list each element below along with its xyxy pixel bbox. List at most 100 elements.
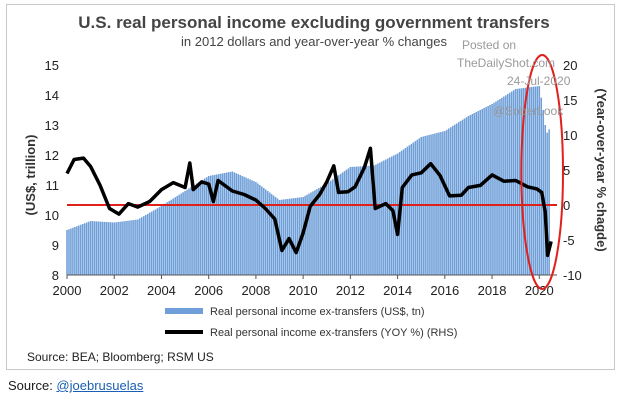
x-tick-label: 2004 [147,283,176,298]
income-bar [264,189,267,275]
income-bar [270,194,273,275]
yoy-line [65,146,553,258]
income-bar [174,197,177,275]
income-bar [103,221,106,275]
income-bar [381,161,383,275]
legend-label-line: Real personal income ex-transfers (YOY %… [210,327,457,339]
income-bar [139,218,141,275]
income-bar [416,139,419,275]
income-bar [113,222,116,275]
source-prefix: Source: [8,378,57,393]
y-tick-label: 12 [45,148,59,163]
watermark-line-4: @SoberLook [493,104,564,118]
income-bar [453,124,456,275]
x-tick-label: 2008 [241,283,270,298]
income-bar [485,107,487,275]
watermark-line-3: 24-Jul-2020 [507,74,571,88]
income-bar [166,202,169,275]
income-bar [440,132,442,275]
income-bar [282,199,285,275]
legend: Real personal income ex-transfers (US$, … [165,306,457,339]
income-bar [152,210,155,275]
income-bar [347,168,350,275]
income-bar [312,191,314,275]
income-bar [337,175,340,275]
y2-tick-label: 15 [563,93,577,108]
y-axis-label: (US$, trillion) [23,135,38,216]
income-bar [219,173,222,275]
income-bar [241,175,243,275]
income-bar [524,87,527,275]
income-bar [479,110,482,275]
income-bar [442,131,444,275]
income-bar [223,173,226,275]
income-bar [410,143,413,275]
income-bar [78,225,80,275]
legend-swatch-bar [165,308,203,314]
income-bar [349,167,352,275]
income-bar [361,166,363,275]
income-bar [209,175,212,275]
income-bar [251,180,253,275]
income-bar [203,178,206,275]
income-bar [117,222,119,275]
income-bar [221,173,224,275]
chart: 2000 2002 2004 2006 2008 2010 2012 2014 2016 2018… [23,13,609,364]
income-bar [141,217,143,275]
income-bar [129,220,131,275]
income-bar [322,185,324,275]
income-bar [390,156,393,275]
source-handle-link[interactable]: @joebrusuelas [56,378,144,393]
income-bar [286,199,289,275]
y2-axis-label: (Year-over-year % chagde) [594,88,609,251]
income-bar [249,179,251,275]
x-tick-label: 2014 [383,283,412,298]
axes: 2000 2002 2004 2006 2008 2010 2012 2014 2016 2018… [45,58,582,298]
income-bar [359,166,361,275]
x-tick-label: 2018 [478,283,507,298]
income-bar [144,215,147,275]
income-bar [70,228,72,275]
income-bar [135,219,137,275]
income-bar [79,224,82,275]
income-bar [534,86,537,275]
x-tick-label: 2006 [194,283,223,298]
x-tick-label: 2020 [525,283,554,298]
income-bar [331,179,334,275]
income-bar [194,184,196,275]
income-bar [217,174,220,275]
income-bar [66,230,68,275]
income-bar [184,191,186,275]
income-bar [200,181,202,275]
income-bar [457,122,460,275]
income-bar [408,145,411,275]
income-bar [351,166,354,275]
income-bar [548,129,550,275]
income-bar [172,198,175,275]
income-bar [231,171,234,275]
income-bar [530,87,533,275]
income-bar [449,127,452,275]
x-tick-label: 2010 [289,283,318,298]
income-bar [501,97,503,275]
income-bar [377,163,379,275]
income-bar [213,174,216,275]
income-bar [341,172,344,275]
income-bar [402,149,405,275]
income-bar [229,171,232,275]
income-bar [438,132,440,275]
y-tick-label: 11 [46,178,60,193]
y2-tick-label: -5 [563,233,575,248]
income-bar [176,196,178,275]
income-bar [109,222,112,275]
income-bar [186,189,188,275]
income-bar [306,194,308,275]
income-bar [459,121,462,275]
income-bar [105,222,108,275]
income-bar [164,203,167,275]
income-bar [274,197,277,275]
y-tick-label: 13 [45,118,59,133]
income-bar [170,199,173,275]
income-bar [394,154,397,275]
income-bar [333,178,336,275]
